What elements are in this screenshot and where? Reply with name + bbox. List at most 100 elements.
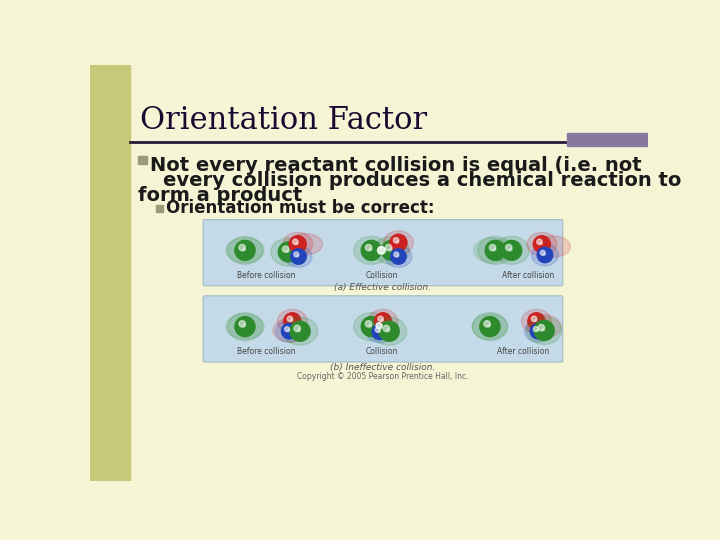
Bar: [90, 65, 130, 481]
Ellipse shape: [531, 244, 559, 266]
Circle shape: [243, 248, 246, 251]
Circle shape: [243, 324, 246, 327]
Circle shape: [538, 325, 544, 331]
Circle shape: [361, 316, 382, 336]
Circle shape: [239, 321, 246, 327]
Bar: [156, 205, 163, 212]
Circle shape: [289, 236, 306, 253]
Bar: [138, 156, 147, 164]
Circle shape: [490, 245, 496, 251]
Ellipse shape: [228, 313, 263, 341]
Circle shape: [485, 240, 505, 260]
Ellipse shape: [226, 314, 264, 339]
Ellipse shape: [368, 309, 398, 333]
Circle shape: [290, 319, 293, 322]
Circle shape: [534, 319, 537, 322]
Circle shape: [540, 242, 542, 245]
Text: Not every reactant collision is equal (i.e. not: Not every reactant collision is equal (i…: [150, 157, 642, 176]
Ellipse shape: [277, 309, 307, 333]
Circle shape: [541, 328, 544, 331]
Text: Copyright © 2005 Pearson Prentice Hall, Inc.: Copyright © 2005 Pearson Prentice Hall, …: [297, 372, 469, 381]
Ellipse shape: [384, 231, 413, 254]
Circle shape: [284, 313, 301, 330]
Ellipse shape: [354, 237, 389, 265]
FancyBboxPatch shape: [203, 220, 563, 286]
FancyBboxPatch shape: [203, 296, 563, 362]
Circle shape: [372, 325, 387, 340]
Circle shape: [394, 252, 399, 257]
Circle shape: [369, 324, 372, 327]
Circle shape: [365, 245, 372, 251]
Text: Collision: Collision: [365, 347, 397, 356]
Text: After collision: After collision: [502, 271, 554, 280]
Ellipse shape: [527, 315, 561, 339]
Text: After collision: After collision: [497, 347, 549, 356]
Text: Before collision: Before collision: [238, 347, 296, 356]
Circle shape: [286, 249, 289, 252]
Ellipse shape: [228, 237, 263, 265]
Circle shape: [391, 249, 406, 264]
Text: Orientation Factor: Orientation Factor: [140, 105, 428, 136]
Text: (b) Ineffective collision.: (b) Ineffective collision.: [330, 363, 436, 372]
Circle shape: [509, 248, 512, 251]
Text: form a product: form a product: [138, 186, 302, 205]
Circle shape: [294, 252, 299, 257]
Circle shape: [387, 329, 390, 332]
Circle shape: [393, 238, 399, 243]
Ellipse shape: [226, 238, 264, 263]
Circle shape: [374, 313, 392, 330]
Ellipse shape: [526, 316, 562, 345]
Circle shape: [290, 321, 310, 341]
Bar: [567, 132, 648, 146]
Circle shape: [534, 236, 550, 253]
Ellipse shape: [282, 317, 318, 345]
Circle shape: [537, 247, 553, 262]
Circle shape: [292, 239, 298, 245]
Circle shape: [502, 240, 522, 260]
Circle shape: [536, 239, 542, 245]
Ellipse shape: [472, 313, 508, 341]
Ellipse shape: [474, 238, 509, 263]
Circle shape: [397, 254, 399, 257]
Circle shape: [383, 325, 390, 332]
Circle shape: [528, 313, 545, 330]
Ellipse shape: [289, 234, 323, 255]
Ellipse shape: [527, 232, 557, 256]
Text: every collision produces a chemical reaction to: every collision produces a chemical reac…: [163, 171, 681, 190]
Text: Before collision: Before collision: [238, 271, 296, 280]
Circle shape: [505, 245, 512, 251]
Circle shape: [297, 329, 300, 332]
Circle shape: [492, 248, 496, 251]
Circle shape: [382, 240, 402, 260]
Circle shape: [480, 316, 500, 336]
Ellipse shape: [354, 313, 389, 341]
Ellipse shape: [536, 236, 570, 257]
Circle shape: [296, 242, 298, 245]
Circle shape: [534, 327, 539, 332]
Ellipse shape: [285, 246, 312, 267]
Circle shape: [282, 323, 297, 339]
Circle shape: [297, 254, 299, 257]
Circle shape: [287, 329, 289, 332]
Text: Orientation must be correct:: Orientation must be correct:: [166, 199, 434, 218]
Circle shape: [534, 320, 554, 340]
Ellipse shape: [494, 237, 529, 265]
Circle shape: [378, 330, 380, 333]
Ellipse shape: [374, 237, 409, 265]
Circle shape: [239, 245, 246, 251]
Circle shape: [389, 248, 392, 251]
Circle shape: [361, 240, 382, 260]
Ellipse shape: [472, 314, 508, 339]
Circle shape: [379, 321, 399, 341]
Circle shape: [530, 323, 546, 339]
Circle shape: [381, 319, 383, 322]
Ellipse shape: [276, 320, 302, 342]
Circle shape: [543, 253, 545, 255]
Circle shape: [484, 321, 490, 327]
Circle shape: [235, 240, 255, 260]
Circle shape: [287, 316, 292, 321]
Ellipse shape: [283, 232, 312, 256]
Circle shape: [390, 234, 407, 251]
Ellipse shape: [273, 319, 307, 342]
Circle shape: [536, 329, 539, 332]
